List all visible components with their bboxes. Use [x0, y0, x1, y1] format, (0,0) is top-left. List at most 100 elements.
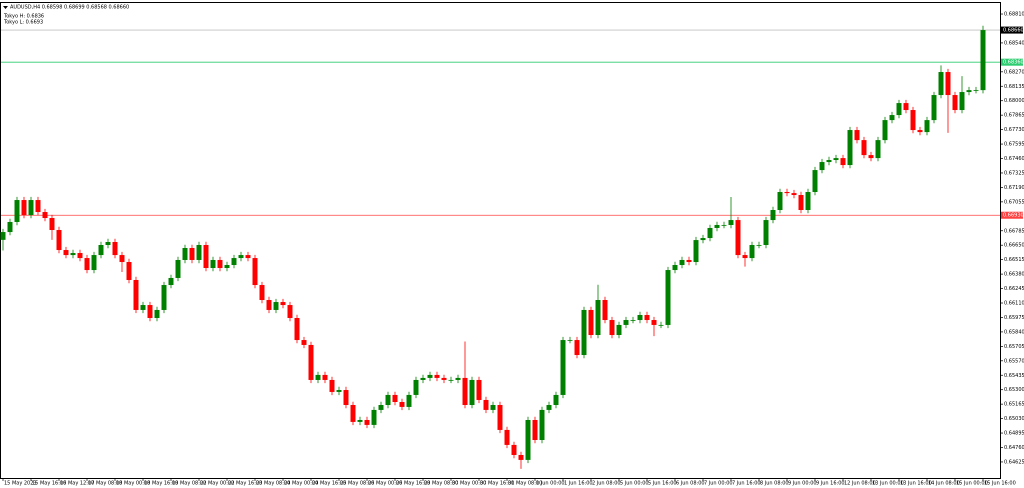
x-tick-label: 9 Jun 16:00 [816, 481, 845, 487]
candle-body [868, 155, 874, 159]
x-tick-label: 18 May 16:00 [144, 481, 178, 487]
candle-body [924, 120, 930, 133]
candle-body [455, 377, 461, 380]
candle-body [798, 195, 804, 210]
candle-body [343, 390, 349, 406]
x-tick-label: 5 Jun 16:00 [648, 481, 677, 487]
candle-body [959, 92, 965, 111]
candle-body [280, 302, 286, 306]
candle-body [637, 314, 643, 321]
y-tick-label: 0.65300 [1004, 387, 1024, 393]
x-tick-label: 31 May 08:00 [508, 481, 542, 487]
candle-body [826, 160, 832, 163]
candle-body [406, 394, 412, 407]
price-label: 0.66930 [1003, 213, 1024, 219]
candle-body [854, 130, 860, 141]
candle-body [735, 220, 741, 256]
candle-body [812, 170, 818, 193]
candle-body [658, 324, 664, 326]
candle-body [63, 250, 69, 256]
candle-body [182, 247, 188, 260]
candle-body [385, 394, 391, 406]
candle-body [420, 377, 426, 380]
x-tick-label: 9 Jun 00:00 [788, 481, 817, 487]
candle-body [728, 220, 734, 225]
x-tick-label: 17 May 08:00 [88, 481, 122, 487]
x-tick-label: 8 Jun 08:00 [760, 481, 789, 487]
candle-body [217, 259, 223, 269]
candle-body [889, 115, 895, 121]
candle-body [679, 259, 685, 266]
y-tick-label: 0.67595 [1004, 142, 1024, 148]
collapse-arrow[interactable] [3, 6, 8, 9]
indicator-low: Tokyo L: 0.6693 [3, 20, 43, 26]
candle-body [651, 320, 657, 325]
y-tick-label: 0.66110 [1004, 301, 1024, 307]
candle-body [777, 192, 783, 210]
candle-body [0, 232, 6, 240]
x-tick-label: 13 Jun 00:00 [872, 481, 904, 487]
indicator-high: Tokyo H: 0.6836 [3, 14, 44, 20]
candle-body [819, 162, 825, 171]
x-tick-label: 19 May 08:00 [172, 481, 206, 487]
candle-body [861, 140, 867, 156]
candle-body [308, 344, 314, 380]
candle-body [490, 405, 496, 410]
candle-body [469, 379, 475, 406]
y-tick-label: 0.65840 [1004, 329, 1024, 335]
candle-body [161, 285, 167, 310]
y-tick-label: 0.67865 [1004, 113, 1024, 119]
x-tick-label: 22 May 00:00 [200, 481, 234, 487]
candle-body [553, 394, 559, 406]
candle-body [588, 309, 594, 336]
candle-body [847, 130, 853, 166]
candle-body [945, 72, 951, 96]
candle-body [672, 265, 678, 271]
y-tick-label: 0.67055 [1004, 199, 1024, 205]
candle-body [805, 192, 811, 210]
x-tick-label: 24 May 00:00 [284, 481, 318, 487]
x-tick-label: 30 May 16:00 [480, 481, 514, 487]
candle-body [210, 259, 216, 269]
candle-body [833, 158, 839, 161]
candle-body [595, 300, 601, 336]
candle-body [546, 405, 552, 410]
y-tick-label: 0.66515 [1004, 257, 1024, 263]
candle-body [784, 192, 790, 194]
x-tick-label: 2 Jun 08:00 [592, 481, 621, 487]
candle-body [91, 255, 97, 271]
price-label-box [1001, 211, 1023, 219]
candle-body [938, 72, 944, 96]
candle-body [707, 227, 713, 239]
candle-body [504, 429, 510, 445]
y-tick-label: 0.65705 [1004, 344, 1024, 350]
candle-body [252, 258, 258, 286]
candle-body [952, 95, 958, 111]
candle-body [133, 279, 139, 310]
candle-body [49, 218, 55, 231]
candle-body [112, 241, 118, 256]
candle-body [980, 30, 986, 91]
candle-body [224, 265, 230, 269]
y-tick-label: 0.65030 [1004, 416, 1024, 422]
candle-body [259, 285, 265, 301]
x-tick-label: 23 May 08:00 [256, 481, 290, 487]
candle-body [644, 314, 650, 321]
candle-body [21, 200, 27, 216]
symbol-header: AUDUSD,H4 0.68598 0.68699 0.68568 0.6866… [10, 5, 129, 11]
y-tick-label: 0.64760 [1004, 445, 1024, 451]
y-tick-label: 0.65975 [1004, 315, 1024, 321]
candle-body [483, 399, 489, 410]
x-tick-label: 22 May 16:00 [228, 481, 262, 487]
candle-body [448, 379, 454, 381]
candle-body [840, 158, 846, 166]
x-tick-label: 6 Jun 08:00 [676, 481, 705, 487]
y-tick-label: 0.67460 [1004, 156, 1024, 162]
x-tick-label: 5 Jun 00:00 [620, 481, 649, 487]
candle-body [714, 224, 720, 228]
x-tick-label: 12 Jun 08:00 [844, 481, 876, 487]
candle-body [273, 302, 279, 310]
candle-body [511, 444, 517, 455]
y-tick-label: 0.68810 [1004, 12, 1024, 18]
